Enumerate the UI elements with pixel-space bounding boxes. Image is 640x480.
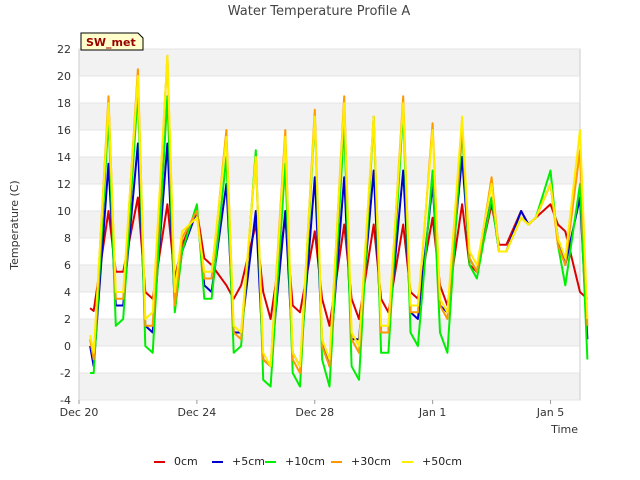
- site-badge-label: SW_met: [86, 36, 136, 49]
- y-tick-label: 20: [57, 70, 71, 83]
- legend: 0cm +5cm +10cm +30cm +50cm: [154, 455, 462, 468]
- grid-band: [79, 49, 580, 76]
- grid-band: [79, 157, 580, 184]
- grid-band: [79, 265, 580, 292]
- x-tick-label: Jan 5: [536, 406, 564, 419]
- y-tick-label: 0: [64, 340, 71, 353]
- y-tick-label: 8: [64, 232, 71, 245]
- y-tick-label: -4: [60, 394, 71, 407]
- y-tick-label: 16: [57, 124, 71, 137]
- x-axis-label: Time: [550, 423, 578, 436]
- y-axis-label: Temperature (C): [8, 180, 21, 270]
- y-tick-label: 4: [64, 286, 71, 299]
- series-line-50cm: [89, 54, 589, 368]
- site-badge: SW_met: [80, 32, 144, 51]
- series-lines: [89, 54, 589, 388]
- legend-label-30cm: +30cm: [351, 455, 391, 468]
- y-tick-label: 2: [64, 313, 71, 326]
- legend-label-10cm: +10cm: [285, 455, 325, 468]
- grid-band: [79, 103, 580, 130]
- x-tick-label: Dec 20: [60, 406, 99, 419]
- x-tick-label: Dec 24: [177, 406, 216, 419]
- chart-title: Water Temperature Profile A: [228, 4, 411, 19]
- site-badge-box: [80, 32, 144, 51]
- x-tick-label: Jan 1: [418, 406, 446, 419]
- y-tick-label: 6: [64, 259, 71, 272]
- legend-label-0cm: 0cm: [174, 455, 198, 468]
- y-tick-label: -2: [60, 367, 71, 380]
- legend-label-50cm: +50cm: [422, 455, 462, 468]
- x-tick-label: Dec 28: [295, 406, 334, 419]
- x-axis: Dec 20 Dec 24 Dec 28 Jan 1 Jan 5: [60, 400, 564, 419]
- y-tick-label: 14: [57, 151, 71, 164]
- y-tick-label: 22: [57, 43, 71, 56]
- grid-band: [79, 211, 580, 238]
- legend-label-5cm: +5cm: [232, 455, 265, 468]
- y-tick-label: 12: [57, 178, 71, 191]
- y-tick-label: 10: [57, 205, 71, 218]
- y-tick-label: 18: [57, 97, 71, 110]
